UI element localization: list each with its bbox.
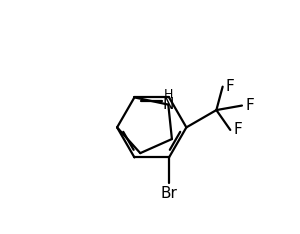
Text: N: N [163,97,174,112]
Text: Br: Br [160,186,178,201]
Text: H: H [164,88,173,101]
Text: F: F [233,122,242,137]
Text: F: F [245,98,254,113]
Text: F: F [226,79,235,94]
